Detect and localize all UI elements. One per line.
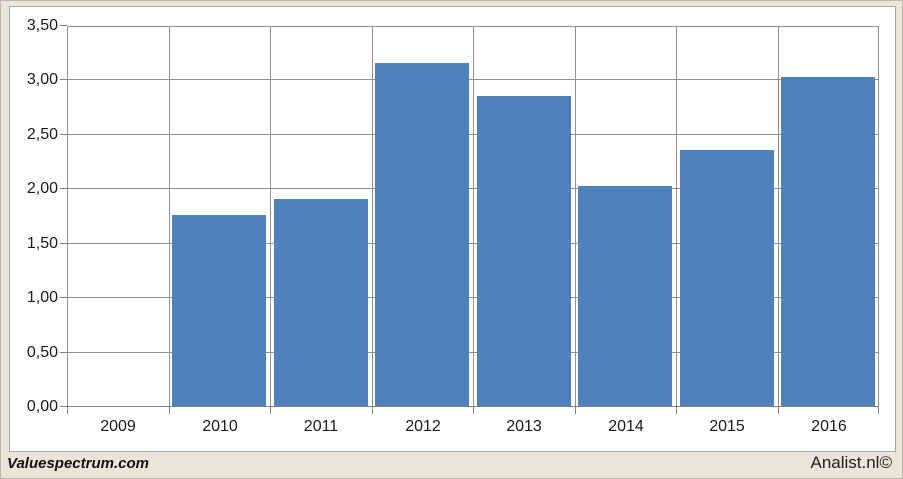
v-gridline [67,26,68,407]
y-tick-mark [60,188,67,189]
plot-area [60,25,879,414]
v-gridline [676,26,677,407]
y-tick-mark [60,25,67,26]
v-gridline [878,26,879,407]
y-tick-label: 1,50 [26,235,58,252]
v-gridline [473,26,474,407]
y-tick-mark [60,134,67,135]
chart-frame: 0,00 0,50 1,00 1,50 2,00 2,50 3,00 3,50 2009 201… [9,6,896,452]
x-tick-mark [778,407,779,414]
footer: Valuespectrum.com Analist.nl© [1,450,902,478]
bar [172,215,266,406]
x-tick-label: 2010 [202,418,238,435]
v-gridline [778,26,779,407]
y-tick-label: 3,50 [26,17,58,34]
x-tick-label: 2014 [608,418,644,435]
x-tick-mark [676,407,677,414]
x-tick-mark [270,407,271,414]
watermark-valuespectrum: Valuespectrum.com [7,454,149,472]
bar [781,77,875,406]
x-tick-mark [169,407,170,414]
y-tick-mark [60,243,67,244]
bar [680,150,774,406]
watermark-analist: Analist.nl© [810,453,892,472]
x-tick-mark [575,407,576,414]
x-tick-label: 2009 [100,418,136,435]
bar [477,96,571,406]
x-tick-mark [372,407,373,414]
y-tick-mark [60,297,67,298]
x-tick-label: 2013 [506,418,542,435]
y-tick-label: 2,00 [26,180,58,197]
x-tick-label: 2016 [811,418,847,435]
x-tick-label: 2011 [303,418,339,435]
y-tick-mark [60,406,67,407]
bar [274,199,368,406]
y-tick-label: 1,00 [26,289,58,306]
y-tick-mark [60,352,67,353]
x-tick-label: 2015 [709,418,745,435]
bar [578,186,672,406]
y-tick-label: 2,50 [26,126,58,143]
y-tick-label: 0,50 [26,344,58,361]
v-gridline [270,26,271,407]
y-tick-label: 0,00 [26,398,58,415]
y-tick-label: 3,00 [26,71,58,88]
bar [375,63,469,406]
v-gridline [169,26,170,407]
x-tick-label: 2012 [405,418,441,435]
v-gridline [372,26,373,407]
v-gridline [575,26,576,407]
x-tick-mark [473,407,474,414]
x-tick-mark [67,407,68,414]
x-axis-line [67,406,879,407]
y-tick-mark [60,79,67,80]
x-tick-mark [878,407,879,414]
